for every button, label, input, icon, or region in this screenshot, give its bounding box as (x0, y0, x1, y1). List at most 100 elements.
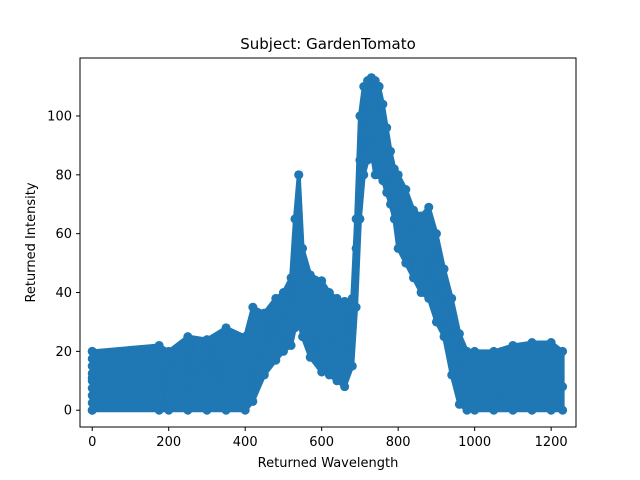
data-point (87, 391, 97, 401)
data-point (527, 382, 537, 392)
data-point (363, 96, 373, 106)
data-point-high (382, 123, 392, 133)
data-point (431, 267, 441, 277)
data-point-low (378, 176, 388, 186)
data-point (286, 308, 296, 318)
data-point-low (294, 317, 304, 327)
data-point (416, 243, 426, 253)
data-point-high (439, 264, 449, 274)
y-tick-label: 20 (55, 345, 72, 360)
data-point-low (332, 376, 342, 386)
data-point-high (462, 346, 472, 356)
series-0-markers (87, 73, 568, 415)
data-point-high (374, 82, 384, 92)
data-point (298, 273, 308, 283)
data-point-high (558, 346, 568, 356)
data-point (87, 361, 97, 371)
noise-line (328, 293, 338, 375)
data-point-high (259, 308, 269, 318)
data-point (278, 323, 288, 333)
data-point-low (489, 405, 499, 415)
y-tick-label: 0 (64, 404, 72, 419)
data-point (154, 391, 164, 401)
data-point (87, 405, 97, 415)
x-tick-label: 600 (309, 435, 334, 450)
data-point-low (462, 405, 472, 415)
data-point-low (558, 405, 568, 415)
data-point (408, 229, 418, 239)
x-tick-label: 200 (156, 435, 181, 450)
noise-line (405, 209, 415, 270)
data-point (87, 398, 97, 408)
data-point-low (317, 367, 327, 377)
y-axis-label: Returned Intensity (24, 182, 39, 302)
data-point-high (290, 214, 300, 224)
data-point (87, 383, 97, 393)
data-point-high (340, 296, 350, 306)
data-point-high (527, 338, 537, 348)
data-point-high (154, 340, 164, 350)
data-point-high (447, 293, 457, 303)
data-point-low (286, 340, 296, 350)
data-point (221, 373, 231, 383)
data-point-high (546, 338, 556, 348)
data-point-high (324, 288, 334, 298)
data-point-low (366, 146, 376, 156)
data-point (508, 382, 518, 392)
data-point-high (347, 293, 357, 303)
data-point-high (294, 170, 304, 180)
noise-line (420, 213, 430, 285)
noise-line (412, 218, 422, 283)
data-point-high (431, 229, 441, 239)
data-point-high (416, 211, 426, 221)
data-point-high (305, 270, 315, 280)
data-point-high (454, 329, 464, 339)
data-point-low (305, 352, 315, 362)
axes-frame (79, 57, 577, 428)
data-point (324, 326, 334, 336)
series-0-origin-stack (87, 346, 97, 415)
data-point-high (355, 111, 365, 121)
data-point-low (248, 396, 258, 406)
data-point-high (508, 340, 518, 350)
noise-line (301, 254, 311, 358)
data-point (355, 155, 365, 165)
data-point-low (389, 214, 399, 224)
data-point (290, 258, 300, 268)
y-tick-label: 40 (55, 286, 72, 301)
noise-line (282, 293, 292, 352)
data-point-high (386, 146, 396, 156)
data-point-low (340, 382, 350, 392)
data-point (332, 332, 342, 342)
data-point-low (363, 155, 373, 165)
data-point (393, 185, 403, 195)
plot-area (87, 73, 568, 415)
noise-line (336, 309, 346, 382)
noise-line (363, 93, 369, 166)
data-point (87, 354, 97, 364)
data-point (164, 382, 174, 392)
data-point-high (248, 302, 258, 312)
data-point (240, 370, 250, 380)
x-tick-label: 800 (386, 435, 411, 450)
data-point-low (271, 355, 281, 365)
noise-line (275, 308, 285, 346)
y-tick-label: 60 (55, 227, 72, 242)
data-point-high (202, 335, 212, 345)
data-point-high (317, 276, 327, 286)
data-point-high (286, 273, 296, 283)
data-point-low (183, 405, 193, 415)
x-axis-label: Returned Wavelength (258, 456, 399, 471)
data-point (351, 243, 361, 253)
series-0 (87, 73, 568, 415)
data-point-low (347, 361, 357, 371)
data-point-high (332, 293, 342, 303)
data-point (462, 376, 472, 386)
data-point-low (447, 370, 457, 380)
y-axis: 0 20 40 60 80 100 (47, 109, 80, 419)
data-point-low (359, 170, 369, 180)
x-tick-label: 0 (88, 435, 96, 450)
data-point-low (424, 293, 434, 303)
data-point-high (393, 170, 403, 180)
